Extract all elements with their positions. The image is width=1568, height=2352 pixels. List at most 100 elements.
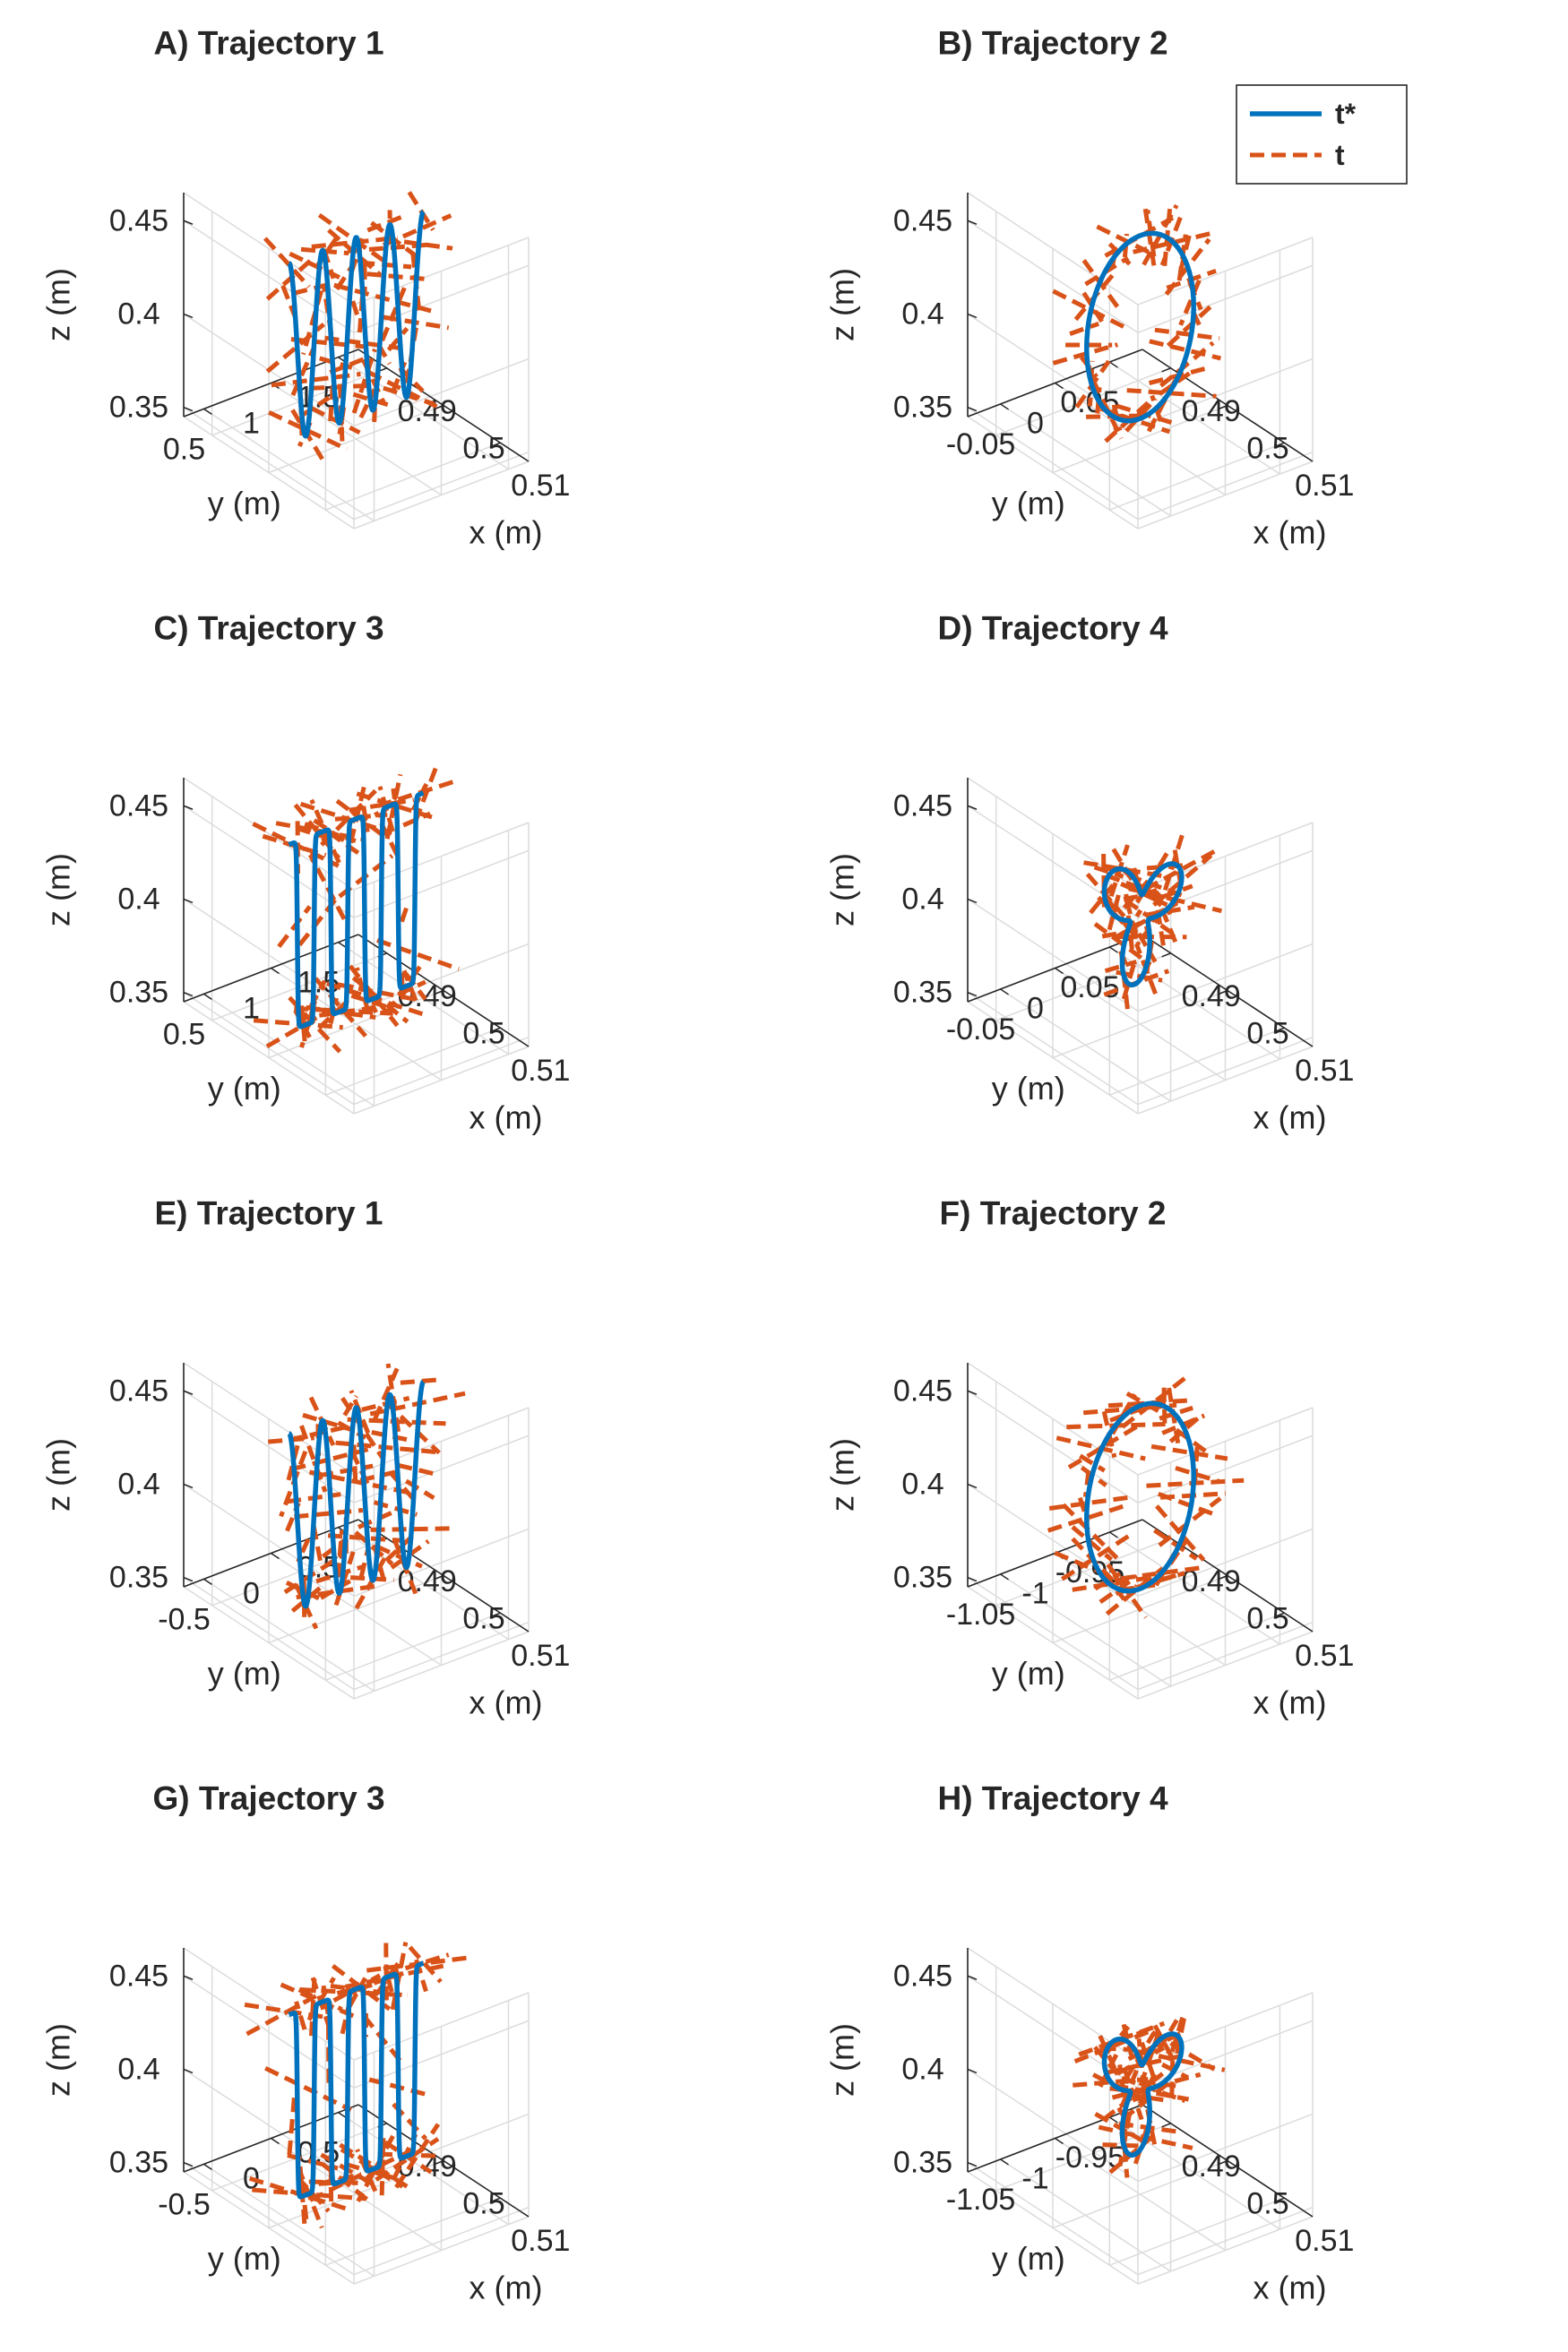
y-axis-label: y (m) — [992, 2240, 1065, 2277]
back-wall-grid-z — [1137, 2113, 1314, 2183]
z-tick — [183, 898, 194, 904]
legend-box — [1236, 84, 1408, 185]
series-t-segment — [1096, 224, 1156, 257]
panel-title: A) Trajectory 1 — [153, 25, 383, 62]
y-axis-label: y (m) — [992, 485, 1065, 521]
floor-grid-y — [1000, 988, 1171, 1102]
box-edge — [967, 416, 1139, 530]
series-t-segment — [1099, 406, 1171, 435]
side-wall-grid-z — [183, 220, 355, 333]
z-tick — [967, 220, 978, 225]
z-tick — [183, 406, 194, 412]
series-t-star-line — [1101, 861, 1185, 987]
x-axis-label: x (m) — [470, 1684, 543, 1720]
z-tick-label: 0.4 — [901, 1467, 943, 1501]
side-wall-grid-z — [183, 805, 355, 918]
floor-grid-y — [1000, 1573, 1171, 1687]
side-wall-grid-z — [183, 406, 355, 521]
back-wall-grid-z — [353, 2206, 530, 2276]
series-t-segment — [400, 1377, 440, 1385]
series-t-segment — [327, 1533, 403, 1543]
series-t-star-line — [287, 1379, 426, 1609]
x-axis-label: x (m) — [1254, 513, 1327, 550]
side-wall-grid-z — [183, 1390, 355, 1503]
side-wall-grid-z — [967, 991, 1139, 1106]
x-tick-label: 0.49 — [1182, 394, 1241, 428]
x-axis-label: x (m) — [470, 1098, 543, 1135]
side-wall-grid-z — [183, 1975, 355, 2089]
series-t-segment — [397, 1462, 439, 1478]
series-t-segment — [372, 1367, 400, 1421]
z-tick — [967, 2068, 978, 2074]
z-tick — [183, 1576, 194, 1582]
y-axis-label: y (m) — [208, 1070, 281, 1107]
series-t-segment — [302, 1412, 351, 1432]
series-t-segment — [361, 806, 370, 832]
back-wall-grid-z — [1137, 943, 1314, 1012]
series-t-segment — [1128, 2092, 1164, 2103]
x-tick — [1275, 1027, 1285, 1032]
series-t-segment — [1105, 2025, 1131, 2055]
z-axis-label: z (m) — [40, 268, 77, 341]
series-t-segment — [265, 1004, 338, 1049]
z-tick-label: 0.35 — [109, 2146, 168, 2180]
series-t-segment — [289, 251, 340, 280]
y-tick — [338, 942, 347, 949]
series-t-segment — [315, 1564, 365, 1584]
series-t-segment — [296, 825, 330, 840]
series-t-segment — [342, 1394, 358, 1417]
box-edge — [967, 192, 1139, 306]
y-tick-label: 0.5 — [163, 1017, 205, 1051]
series-t-segment — [356, 2134, 395, 2202]
series-t-segment — [1052, 289, 1131, 332]
z-tick-label: 0.35 — [893, 2146, 952, 2180]
floor-grid-y — [203, 1578, 375, 1692]
x-axis-label: x (m) — [1254, 1684, 1327, 1720]
panel-title: H) Trajectory 4 — [937, 1780, 1167, 1817]
box-edge — [183, 1586, 355, 1700]
series-t-segment — [1105, 873, 1180, 904]
series-t-segment — [340, 2147, 404, 2189]
series-t-segment — [335, 1440, 438, 1455]
back-wall-grid-z — [1137, 1434, 1314, 1503]
z-tick — [967, 1390, 978, 1395]
series-t-segment — [408, 1945, 443, 1984]
series-t-segment — [394, 2123, 441, 2189]
x-tick — [1218, 2159, 1228, 2166]
box-edge — [967, 1362, 1139, 1476]
box-edge — [353, 1631, 530, 1700]
z-tick-label: 0.4 — [117, 297, 159, 331]
back-wall-grid-z — [353, 943, 530, 1012]
box-edge — [183, 1001, 355, 1115]
x-tick-label: 0.51 — [511, 469, 570, 503]
series-t-segment — [313, 818, 347, 844]
series-t-segment — [334, 254, 362, 291]
x-axis-label: x (m) — [1254, 2269, 1327, 2305]
series-t-segment — [371, 1430, 411, 1443]
x-tick-label: 0.49 — [1182, 979, 1241, 1013]
y-tick-label: 1 — [243, 992, 260, 1026]
back-wall-grid-z — [353, 358, 530, 427]
series-t-segment — [1073, 2029, 1150, 2064]
side-wall-grid-z — [967, 1390, 1139, 1503]
y-tick — [1109, 2116, 1118, 2124]
series-t-segment — [314, 977, 367, 1038]
series-t-segment — [1152, 853, 1213, 907]
z-tick-label: 0.45 — [109, 203, 168, 237]
side-wall-grid-z — [967, 1576, 1139, 1691]
y-tick-label: -1.05 — [946, 1598, 1016, 1632]
x-tick — [491, 1612, 501, 1617]
y-tick-label: 0.05 — [1060, 970, 1119, 1004]
z-tick — [183, 805, 194, 810]
series-t-segment — [1155, 1504, 1206, 1562]
box-edge — [1137, 461, 1314, 530]
floor-grid-y — [203, 2163, 375, 2277]
series-t-segment — [1105, 1566, 1165, 1616]
series-t-segment — [358, 388, 377, 419]
series-t-segment — [1080, 1465, 1107, 1487]
panel-title: C) Trajectory 3 — [153, 610, 383, 647]
side-wall-grid-z — [967, 2068, 1139, 2183]
series-t-segment — [1061, 1533, 1132, 1581]
y-tick — [203, 2163, 212, 2170]
series-t-segment — [286, 1443, 300, 1481]
